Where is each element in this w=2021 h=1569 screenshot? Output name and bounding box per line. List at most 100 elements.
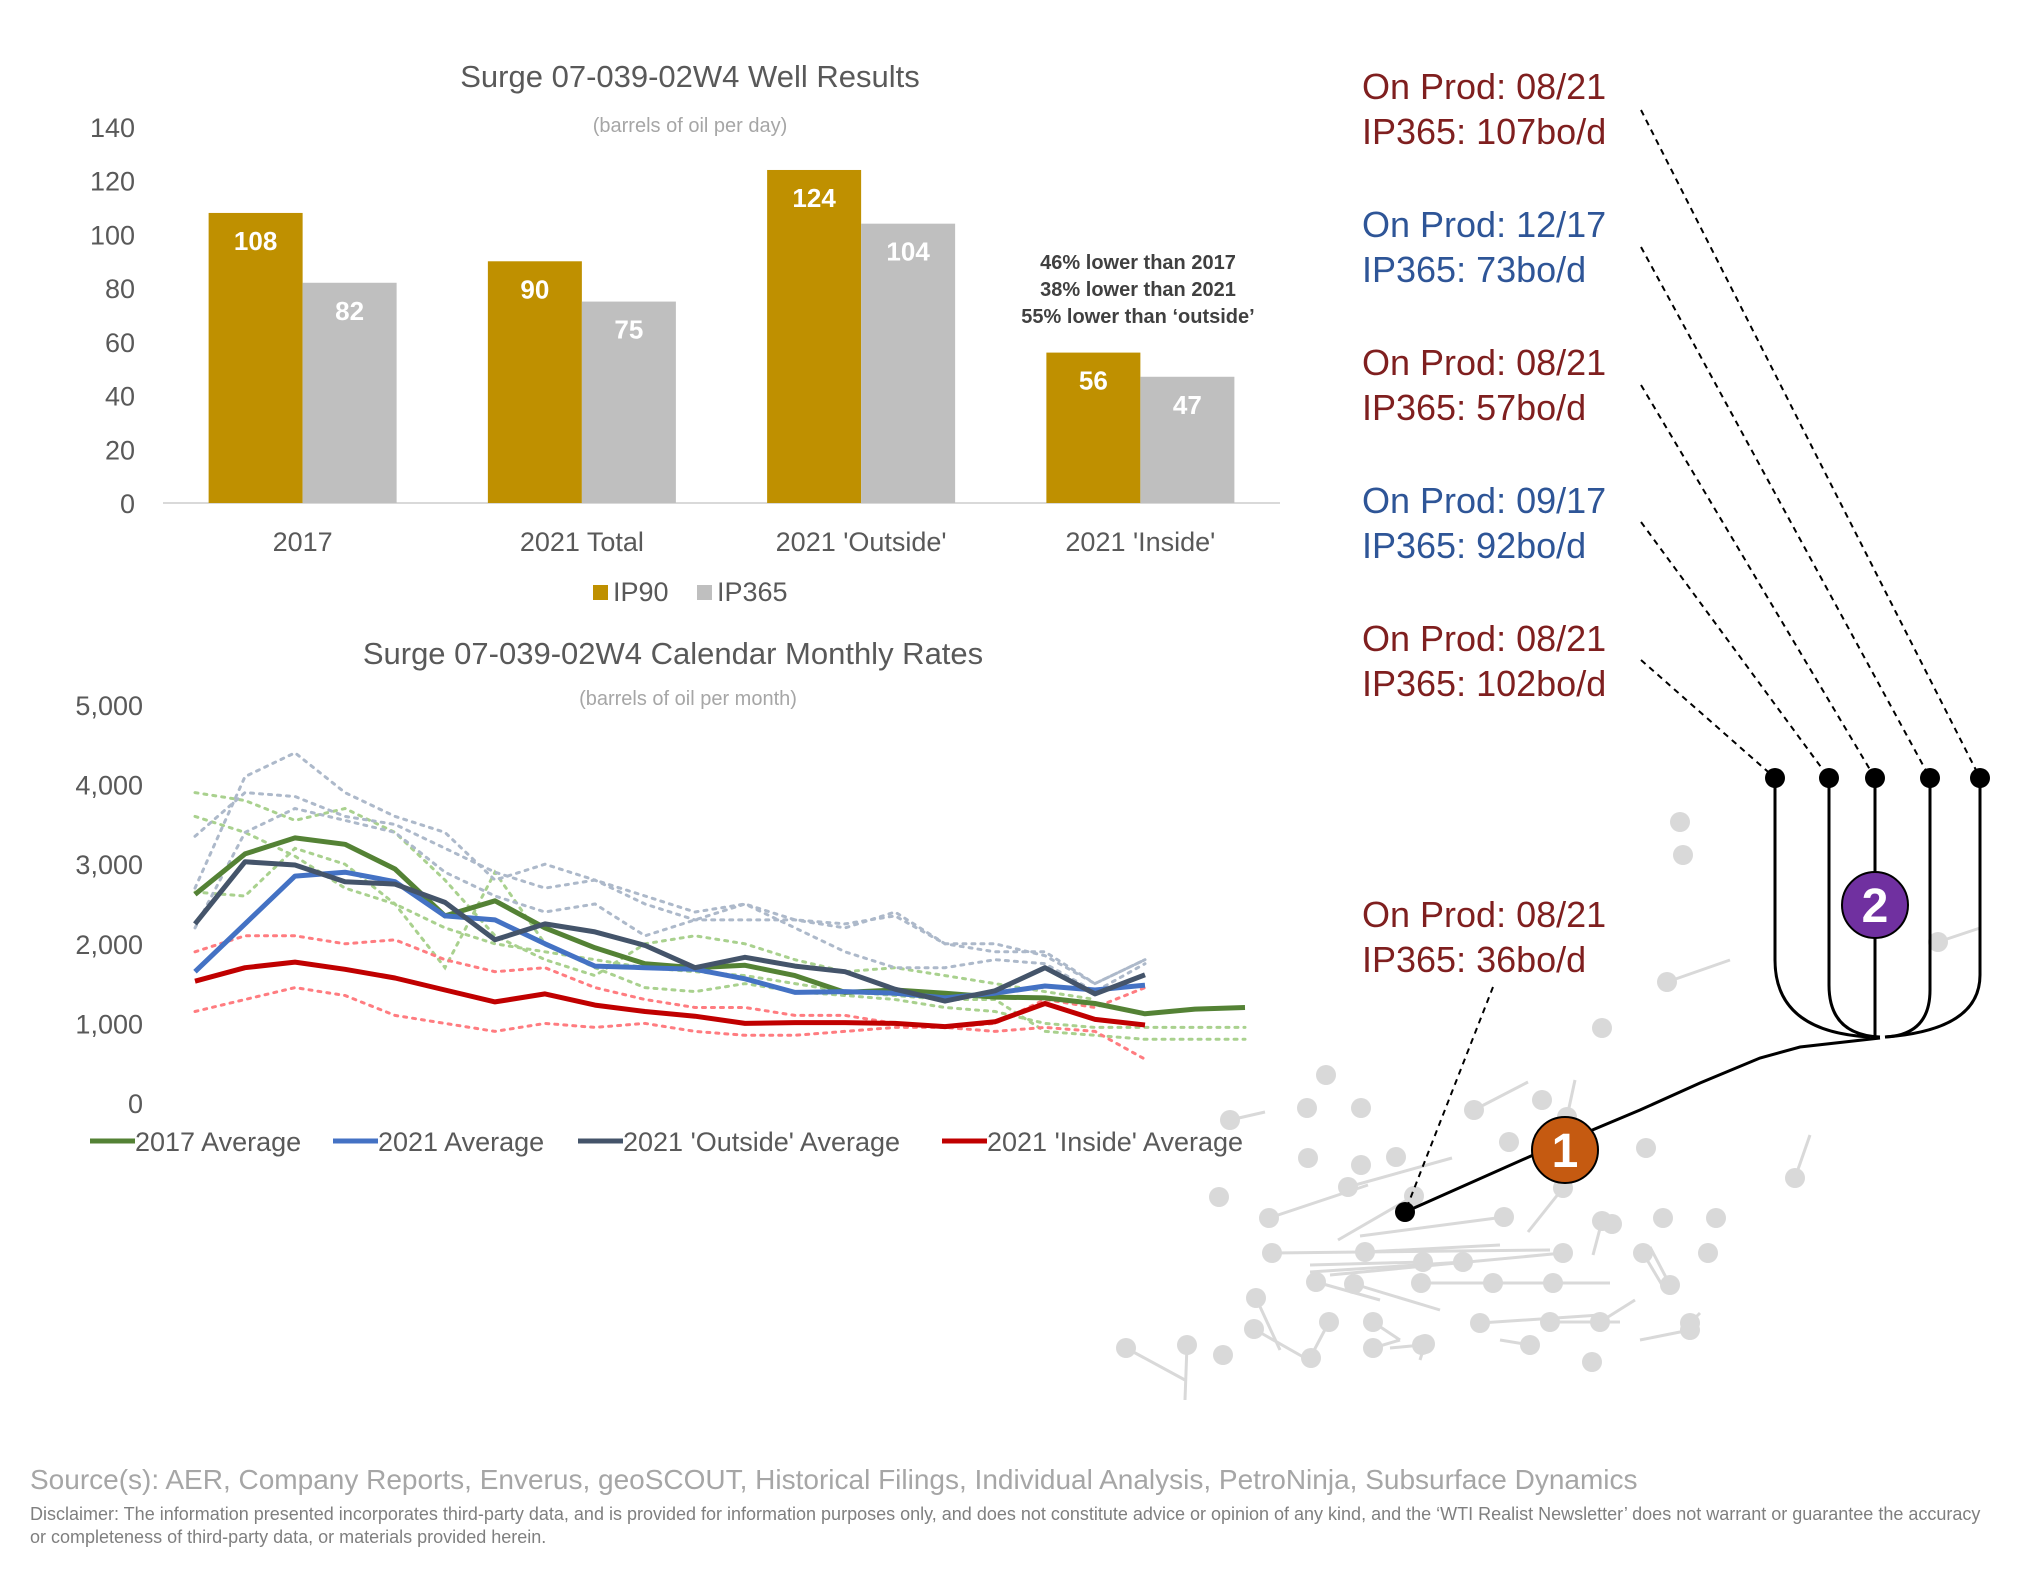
- bar-y-tick-label: 60: [105, 328, 135, 358]
- background-well-dot: [1344, 1274, 1364, 1294]
- well-line-8: [193, 986, 1147, 1061]
- background-well-dot: [1592, 1211, 1612, 1231]
- background-well-lateral: [1359, 1215, 1505, 1238]
- bar-y-tick-label: 40: [105, 382, 135, 412]
- line-y-tick-label: 0: [128, 1089, 143, 1119]
- background-well-dot: [1582, 1352, 1602, 1372]
- bar-data-label: 108: [234, 226, 277, 256]
- pad-1-label: 1: [1552, 1125, 1579, 1178]
- bar-y-tick-label: 80: [105, 274, 135, 304]
- callout-1-on-prod: On Prod: 08/21: [1362, 66, 1607, 107]
- leader-line-5: [1640, 659, 1776, 779]
- background-well-dot: [1592, 1018, 1612, 1038]
- background-well-dot: [1116, 1338, 1136, 1358]
- background-well-dot: [1540, 1312, 1560, 1332]
- background-well-dot: [1464, 1100, 1484, 1120]
- background-well-dot: [1706, 1208, 1726, 1228]
- background-well-dot: [1386, 1147, 1406, 1167]
- callout-6: On Prod: 08/21 IP365: 36bo/d: [1362, 892, 1606, 982]
- background-well-dot: [1262, 1243, 1282, 1263]
- callout-2: On Prod: 12/17 IP365: 73bo/d: [1362, 202, 1606, 292]
- bar-ip90-0: [208, 212, 303, 503]
- source-note: Source(s): AER, Company Reports, Enverus…: [30, 1464, 1638, 1495]
- line-chart-subtitle: (barrels of oil per month): [579, 688, 797, 710]
- lateral-2: [1827, 778, 1881, 1039]
- background-well-dot: [1355, 1242, 1375, 1262]
- background-well-dot: [1470, 1313, 1490, 1333]
- background-well-dot: [1657, 972, 1677, 992]
- background-well-lateral: [1347, 1156, 1453, 1189]
- bar-x-tick-label: 2021 'Outside': [776, 527, 947, 557]
- bar-chart: Surge 07-039-02W4 Well Results (barrels …: [90, 59, 1280, 607]
- background-well-dot: [1319, 1312, 1339, 1332]
- background-well-dot: [1543, 1273, 1563, 1293]
- background-well-dot: [1213, 1345, 1233, 1365]
- bar-chart-subtitle: (barrels of oil per day): [593, 115, 788, 137]
- bar-ip90-3: [1046, 352, 1141, 503]
- bar-chart-title: Surge 07-039-02W4 Well Results: [460, 59, 919, 94]
- background-well-dot: [1590, 1312, 1610, 1332]
- pad-2-marker: [1841, 871, 1909, 939]
- background-well-dot: [1636, 1138, 1656, 1158]
- background-well-lateral: [1353, 1282, 1441, 1312]
- background-well-dot: [1670, 812, 1690, 832]
- disclaimer-note: Disclaimer: The information presented in…: [30, 1504, 1981, 1547]
- line-y-tick-label: 5,000: [75, 691, 143, 721]
- background-well-dot: [1633, 1243, 1653, 1263]
- bar-x-tick-label: 2017: [273, 527, 333, 557]
- line-y-tick-label: 2,000: [75, 930, 143, 960]
- lateral-5: [1884, 778, 1982, 1039]
- well-line-5: [193, 751, 1147, 986]
- background-well-dot: [1301, 1348, 1321, 1368]
- callout-4-on-prod: On Prod: 09/17: [1362, 480, 1607, 521]
- leader-line-4: [1640, 521, 1830, 779]
- callout-5-on-prod: On Prod: 08/21: [1362, 618, 1607, 659]
- callout-5-ip365: IP365: 102bo/d: [1362, 663, 1607, 704]
- background-well-dot: [1680, 1320, 1700, 1340]
- background-well-lateral: [1268, 1183, 1369, 1220]
- well-head-3: [1865, 768, 1885, 788]
- background-well-dot: [1520, 1335, 1540, 1355]
- background-well-dot: [1928, 932, 1948, 952]
- line-legend-label-1: 2017 Average: [135, 1127, 301, 1157]
- bar-legend-label-ip90: IP90: [613, 577, 669, 607]
- series-line-3: [193, 859, 1146, 1004]
- callout-2-on-prod: On Prod: 12/17: [1362, 204, 1607, 245]
- background-well-dot: [1483, 1273, 1503, 1293]
- map-background-wells: [1116, 812, 1981, 1401]
- bar-y-tick-label: 120: [90, 167, 135, 197]
- series-line-1: [193, 835, 1246, 1017]
- callout-1: On Prod: 08/21 IP365: 107bo/d: [1362, 64, 1606, 154]
- series-line-4: [194, 959, 1146, 1030]
- lateral-1: [1773, 778, 1871, 1039]
- background-well-dot: [1404, 1186, 1424, 1206]
- bar-legend-label-ip365: IP365: [717, 577, 788, 607]
- bar-legend-swatch-ip90: [593, 585, 608, 600]
- callout-4-ip365: IP365: 92bo/d: [1362, 525, 1587, 566]
- bar-y-tick-label: 20: [105, 435, 135, 465]
- callout-4: On Prod: 09/17 IP365: 92bo/d: [1362, 478, 1606, 568]
- background-well-dot: [1351, 1098, 1371, 1118]
- background-well-dot: [1532, 1090, 1552, 1110]
- line-y-tick-label: 3,000: [75, 850, 143, 880]
- bar-ip365-0: [302, 282, 397, 503]
- callout-6-ip365: IP365: 36bo/d: [1362, 939, 1587, 980]
- background-well-dot: [1246, 1288, 1266, 1308]
- background-well-dot: [1653, 1208, 1673, 1228]
- well-line-2: [193, 846, 1247, 1029]
- background-well-dot: [1698, 1243, 1718, 1263]
- bar-ip90-1: [487, 261, 582, 503]
- line-y-tick-label: 4,000: [75, 771, 143, 801]
- well-line-6: [193, 806, 1147, 994]
- background-well-dot: [1259, 1208, 1279, 1228]
- callout-3-on-prod: On Prod: 08/21: [1362, 342, 1607, 383]
- bar-data-label: 75: [614, 315, 643, 345]
- background-well-dot: [1220, 1110, 1240, 1130]
- line-chart-title: Surge 07-039-02W4 Calendar Monthly Rates: [363, 636, 983, 671]
- background-well-dot: [1351, 1155, 1371, 1175]
- leader-line-6: [1404, 986, 1494, 1213]
- pad-1-marker: [1531, 1116, 1599, 1184]
- background-well-dot: [1363, 1338, 1383, 1358]
- bar-data-label: 90: [520, 274, 549, 304]
- background-well-lateral: [1473, 1080, 1529, 1112]
